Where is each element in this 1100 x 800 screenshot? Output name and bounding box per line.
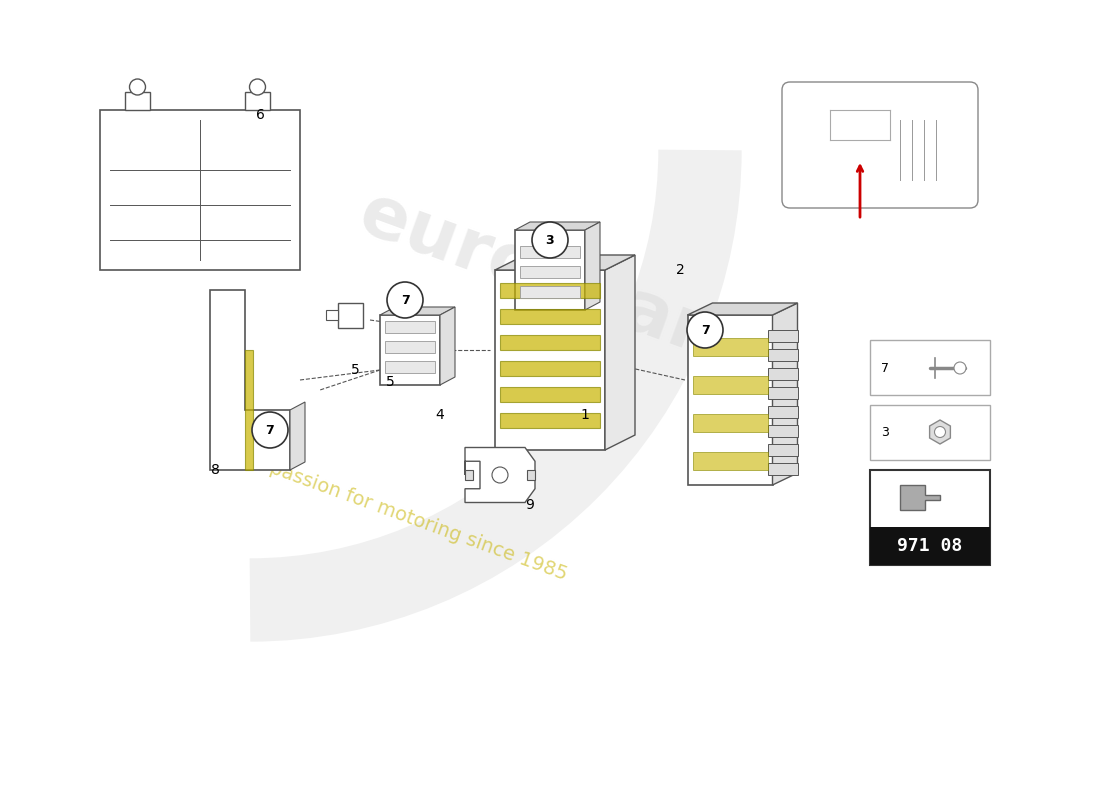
Circle shape bbox=[532, 222, 568, 258]
Bar bbox=[693, 452, 768, 470]
Bar bbox=[385, 321, 435, 333]
Text: 5: 5 bbox=[351, 363, 360, 377]
Bar bbox=[768, 406, 798, 418]
FancyBboxPatch shape bbox=[782, 82, 978, 208]
Circle shape bbox=[688, 312, 723, 348]
Bar bbox=[100, 110, 300, 270]
Polygon shape bbox=[440, 307, 455, 385]
Bar bbox=[870, 405, 990, 460]
Circle shape bbox=[935, 426, 946, 438]
Bar bbox=[245, 92, 270, 110]
Bar bbox=[693, 376, 768, 394]
Circle shape bbox=[387, 282, 424, 318]
Bar bbox=[379, 315, 440, 385]
Bar bbox=[768, 387, 798, 399]
Text: 7: 7 bbox=[881, 362, 889, 374]
Text: eurosparts: eurosparts bbox=[350, 179, 790, 395]
Bar bbox=[768, 349, 798, 361]
Bar bbox=[385, 341, 435, 353]
Bar bbox=[385, 361, 435, 373]
Bar bbox=[326, 310, 338, 320]
Circle shape bbox=[954, 362, 966, 374]
Text: a passion for motoring since 1985: a passion for motoring since 1985 bbox=[250, 452, 570, 584]
Polygon shape bbox=[688, 303, 798, 315]
Text: 3: 3 bbox=[546, 234, 554, 246]
Text: 971 08: 971 08 bbox=[898, 537, 962, 555]
Polygon shape bbox=[585, 222, 600, 310]
Polygon shape bbox=[515, 222, 600, 230]
Text: 3: 3 bbox=[881, 426, 889, 438]
Bar bbox=[515, 230, 585, 310]
Polygon shape bbox=[465, 447, 535, 502]
Text: 7: 7 bbox=[400, 294, 409, 306]
Bar bbox=[870, 340, 990, 395]
Polygon shape bbox=[379, 307, 455, 315]
Text: 6: 6 bbox=[255, 108, 264, 122]
Bar bbox=[768, 463, 798, 475]
Bar bbox=[465, 470, 473, 480]
Bar bbox=[500, 413, 600, 428]
Bar bbox=[500, 309, 600, 324]
Bar bbox=[500, 335, 600, 350]
Bar bbox=[768, 330, 798, 342]
Bar bbox=[500, 361, 600, 376]
Bar bbox=[500, 283, 600, 298]
Polygon shape bbox=[772, 303, 798, 485]
Bar bbox=[338, 302, 363, 327]
Text: 2: 2 bbox=[675, 263, 684, 277]
Bar bbox=[768, 425, 798, 437]
Bar bbox=[768, 368, 798, 380]
Bar bbox=[245, 350, 253, 470]
Bar bbox=[520, 266, 580, 278]
Polygon shape bbox=[290, 402, 305, 470]
Text: 5: 5 bbox=[386, 375, 395, 389]
Bar bbox=[527, 470, 535, 480]
Text: 4: 4 bbox=[436, 408, 444, 422]
Polygon shape bbox=[605, 255, 635, 450]
Circle shape bbox=[492, 467, 508, 483]
Text: 1: 1 bbox=[581, 408, 590, 422]
Bar bbox=[693, 338, 768, 356]
Bar bbox=[520, 286, 580, 298]
Text: 9: 9 bbox=[526, 498, 535, 512]
Polygon shape bbox=[495, 270, 605, 450]
Polygon shape bbox=[210, 290, 290, 470]
Polygon shape bbox=[930, 420, 950, 444]
Bar bbox=[520, 246, 580, 258]
Polygon shape bbox=[495, 255, 635, 270]
Text: 8: 8 bbox=[210, 463, 219, 477]
Circle shape bbox=[130, 79, 145, 95]
Bar bbox=[500, 387, 600, 402]
Bar bbox=[870, 527, 990, 565]
Bar bbox=[688, 315, 772, 485]
Circle shape bbox=[250, 79, 265, 95]
Bar bbox=[768, 444, 798, 456]
Bar bbox=[693, 414, 768, 432]
Bar bbox=[125, 92, 150, 110]
Text: 7: 7 bbox=[265, 423, 274, 437]
Polygon shape bbox=[900, 485, 940, 510]
Circle shape bbox=[252, 412, 288, 448]
Text: 7: 7 bbox=[701, 323, 710, 337]
Bar bbox=[870, 470, 990, 565]
